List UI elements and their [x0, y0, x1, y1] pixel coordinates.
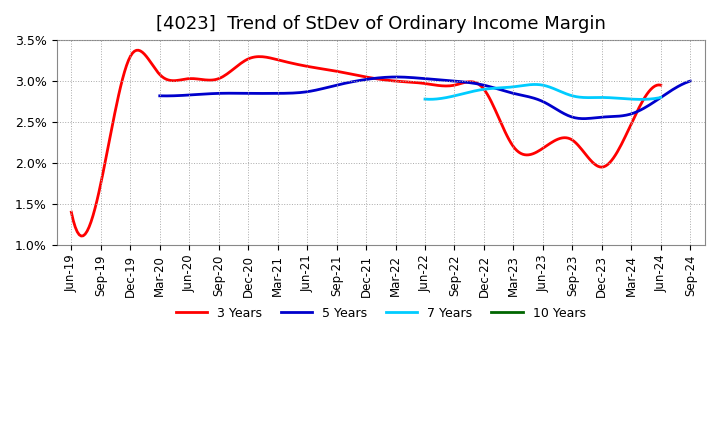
5 Years — [392, 74, 400, 80]
3 Years — [606, 160, 614, 165]
5 Years — [472, 81, 480, 86]
3 Years — [134, 48, 143, 53]
5 Years — [473, 81, 482, 87]
3 Years — [657, 83, 665, 88]
7 Years — [635, 97, 644, 102]
3 Years — [77, 233, 86, 238]
5 Years — [482, 83, 490, 88]
3 Years — [69, 218, 78, 223]
5 Years — [686, 78, 695, 84]
7 Years — [420, 96, 429, 102]
7 Years — [421, 96, 430, 102]
5 Years — [640, 106, 649, 111]
7 Years — [620, 96, 629, 101]
3 Years — [422, 81, 431, 86]
Title: [4023]  Trend of StDev of Ordinary Income Margin: [4023] Trend of StDev of Ordinary Income… — [156, 15, 606, 33]
7 Years — [566, 92, 575, 98]
7 Years — [657, 95, 665, 100]
Legend: 3 Years, 5 Years, 7 Years, 10 Years: 3 Years, 5 Years, 7 Years, 10 Years — [171, 302, 590, 325]
3 Years — [432, 83, 441, 88]
3 Years — [67, 209, 76, 215]
5 Years — [606, 114, 615, 119]
7 Years — [561, 91, 570, 96]
Line: 5 Years: 5 Years — [160, 77, 690, 119]
Line: 3 Years: 3 Years — [71, 50, 661, 236]
7 Years — [531, 82, 539, 87]
5 Years — [157, 93, 166, 99]
5 Years — [580, 116, 588, 121]
Line: 7 Years: 7 Years — [425, 84, 661, 99]
5 Years — [156, 93, 164, 99]
7 Years — [562, 91, 570, 96]
7 Years — [636, 97, 645, 102]
3 Years — [420, 81, 428, 86]
3 Years — [568, 137, 577, 143]
